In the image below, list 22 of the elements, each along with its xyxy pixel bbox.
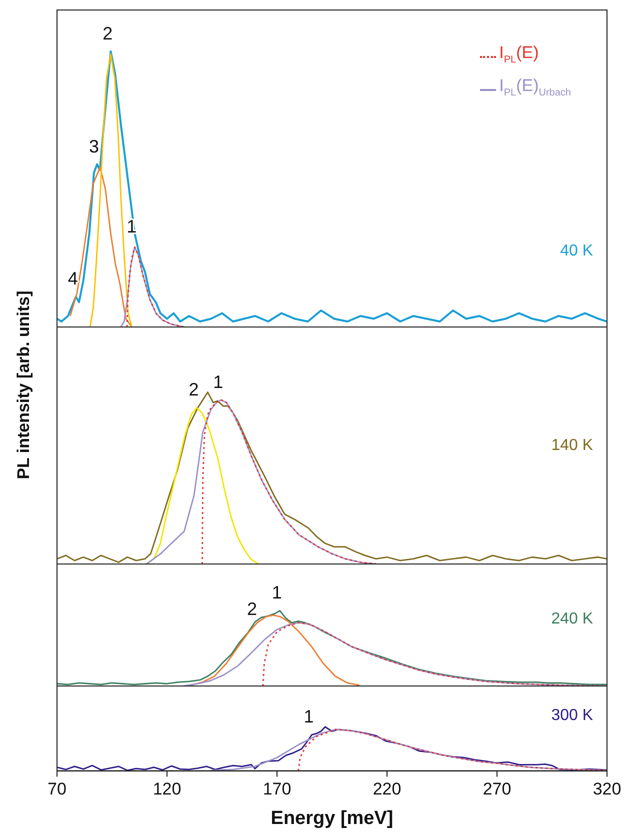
legend-label: I$_{PL}$(E)$_{Urbach}$ xyxy=(499,75,571,101)
annotation: 1 xyxy=(213,372,224,392)
annotation: 1 xyxy=(304,706,314,727)
annotation: 4 xyxy=(68,268,78,289)
legend-label: I$_{PL}$(E) xyxy=(499,42,539,68)
annotation: 2 xyxy=(188,380,199,400)
x-tick-label: 320 xyxy=(592,780,622,799)
x-tick-label: 270 xyxy=(482,780,512,799)
annotation: 3 xyxy=(89,136,100,156)
annotation: 240 K xyxy=(551,610,594,628)
annotation: 2 xyxy=(246,599,258,620)
x-tick-label: 170 xyxy=(262,780,292,799)
annotation: 140 K xyxy=(551,436,594,454)
text: 300 K xyxy=(551,707,594,724)
annotation: 1 xyxy=(272,582,282,603)
x-tick-label: 220 xyxy=(372,780,402,799)
y-axis-title: PL intensity [arb. units] xyxy=(14,290,34,480)
annotation: 40 K xyxy=(560,242,594,260)
annotation: 2 xyxy=(102,23,113,44)
x-tick-label: 70 xyxy=(48,780,66,799)
x-axis-title: Energy [meV] xyxy=(270,808,394,829)
x-tick-label: 120 xyxy=(152,780,182,799)
